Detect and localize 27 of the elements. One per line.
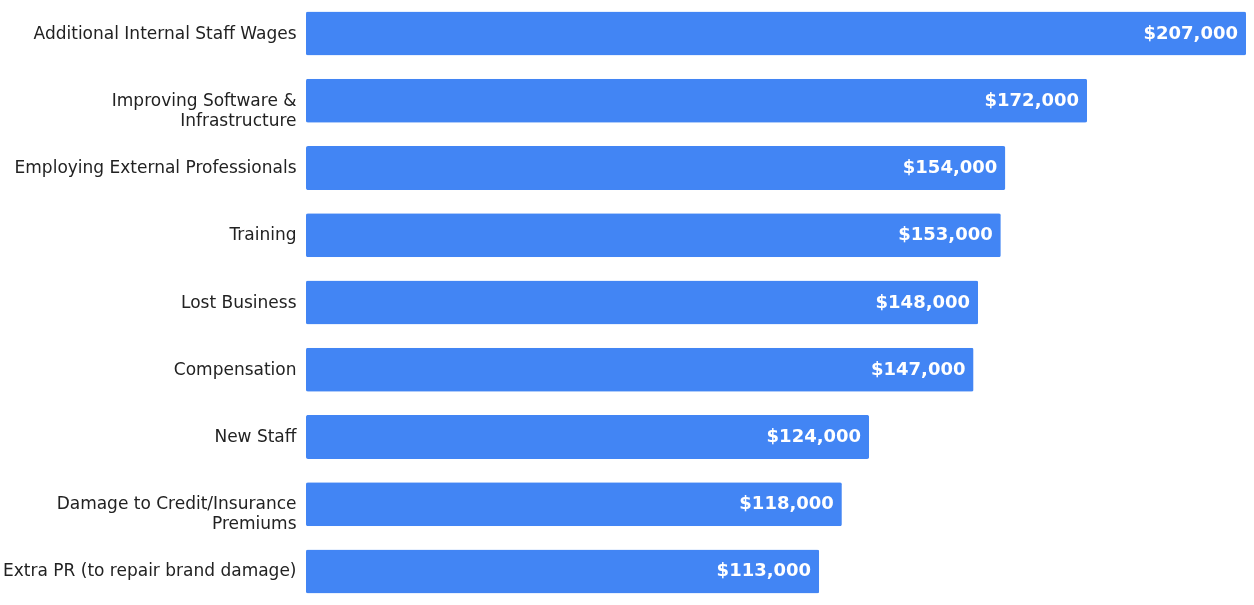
y-tick-label: Employing External Professionals xyxy=(14,157,297,178)
y-tick-label: New Staff xyxy=(214,425,298,446)
bar xyxy=(306,146,1006,191)
data-label: $207,000 xyxy=(1143,21,1238,43)
data-label: $154,000 xyxy=(902,156,998,178)
data-label: $153,000 xyxy=(898,223,993,245)
y-tick-label: Compensation xyxy=(173,358,297,379)
y-tick-label: Extra PR (to repair brand damage) xyxy=(3,560,297,581)
y-tick-label: Damage to Credit/Insurance Premiums xyxy=(56,493,297,534)
data-label: $147,000 xyxy=(871,357,966,379)
bar xyxy=(306,280,979,325)
y-tick-label: Improving Software & Infrastructure xyxy=(111,89,297,130)
bar xyxy=(306,78,1088,123)
bar xyxy=(306,482,842,527)
bar xyxy=(306,549,820,594)
data-label: $113,000 xyxy=(716,559,812,581)
y-tick-label: Training xyxy=(228,224,297,245)
data-label: $124,000 xyxy=(766,424,862,446)
data-label: $148,000 xyxy=(875,290,971,312)
bar xyxy=(306,347,974,392)
bar xyxy=(306,213,1001,258)
y-tick-label: Lost Business xyxy=(181,291,297,312)
bar xyxy=(306,414,870,459)
data-label: $118,000 xyxy=(739,492,834,514)
bar xyxy=(306,11,1246,56)
data-label: $172,000 xyxy=(984,88,1080,110)
y-tick-label: Additional Internal Staff Wages xyxy=(33,22,297,43)
